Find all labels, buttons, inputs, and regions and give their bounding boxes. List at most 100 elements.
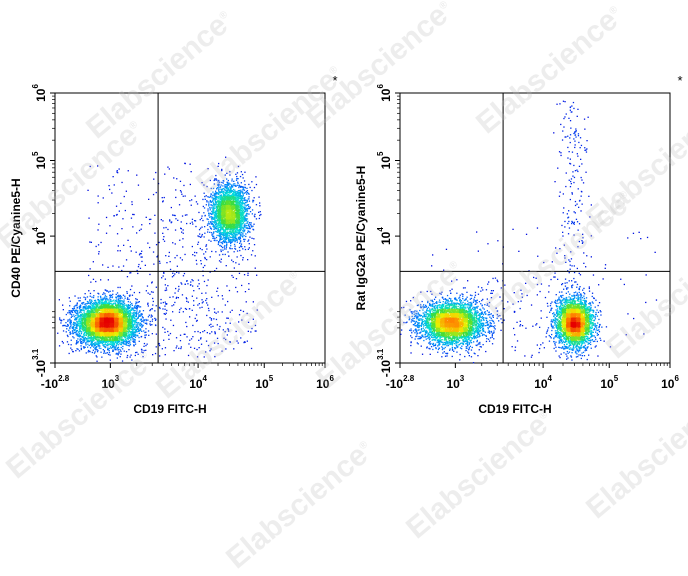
event-dot <box>163 196 165 199</box>
event-dot <box>234 184 236 187</box>
event-dot <box>129 306 132 308</box>
event-dot <box>73 307 76 309</box>
event-dot <box>90 343 92 345</box>
event-dot <box>211 213 213 215</box>
event-dot <box>242 177 244 179</box>
event-dot <box>237 193 240 195</box>
event-dot <box>82 346 85 348</box>
event-dot <box>92 334 94 336</box>
event-dot <box>93 352 96 354</box>
event-dot <box>121 338 123 340</box>
event-dot <box>218 205 220 207</box>
event-dot <box>235 220 237 223</box>
event-dot <box>218 254 221 256</box>
event-dot <box>82 303 84 305</box>
event-dot <box>89 339 91 341</box>
event-dot <box>218 241 220 243</box>
event-dot <box>76 312 78 314</box>
event-dot <box>217 295 219 297</box>
event-dot <box>100 351 102 353</box>
event-dot <box>98 223 100 225</box>
event-dot <box>180 228 182 230</box>
event-dot <box>240 228 242 231</box>
event-dot <box>86 313 88 315</box>
event-dot <box>225 338 227 341</box>
event-dot <box>216 186 219 189</box>
event-dot <box>84 308 86 310</box>
event-dot <box>83 341 85 343</box>
event-dot <box>154 214 156 216</box>
event-dot <box>235 200 237 202</box>
event-dot <box>235 215 237 217</box>
event-dot <box>200 343 203 345</box>
event-dot <box>123 310 125 313</box>
event-dot <box>108 307 110 309</box>
event-dot <box>120 343 122 346</box>
event-dot <box>183 333 185 335</box>
event-dot <box>136 269 138 272</box>
event-dot <box>77 315 79 317</box>
event-dot <box>181 283 183 285</box>
event-dot <box>141 316 143 318</box>
event-dot <box>73 321 75 324</box>
event-dot <box>249 231 251 233</box>
event-dot <box>237 204 239 206</box>
event-dot <box>232 230 234 232</box>
event-dot <box>144 334 146 336</box>
event-dot <box>122 348 124 350</box>
event-dot <box>189 308 191 310</box>
event-dot <box>220 232 222 235</box>
event-dot <box>241 220 244 222</box>
event-dot <box>152 251 155 253</box>
event-dot <box>225 248 227 250</box>
event-dot <box>86 306 88 308</box>
event-dot <box>237 213 239 215</box>
event-dot <box>239 205 242 207</box>
event-dot <box>218 199 220 201</box>
event-dot <box>244 223 246 225</box>
event-dot <box>218 211 220 214</box>
event-dot <box>240 337 242 339</box>
event-dot <box>87 351 89 353</box>
event-dot <box>71 311 74 314</box>
event-dot <box>105 298 107 300</box>
event-dot <box>126 310 128 312</box>
event-dot <box>89 329 92 332</box>
event-dot <box>242 189 244 191</box>
event-dot <box>221 231 223 234</box>
event-dot <box>225 226 228 228</box>
event-dot <box>237 200 239 202</box>
event-dot <box>109 341 112 343</box>
event-dot <box>249 206 251 208</box>
event-dot <box>117 295 119 297</box>
event-dot <box>99 306 101 308</box>
event-dot <box>213 216 216 218</box>
event-dot <box>205 204 207 206</box>
event-dot <box>104 289 106 291</box>
event-dot <box>251 237 253 239</box>
event-dot <box>249 227 251 230</box>
event-dot <box>158 306 161 309</box>
event-dot <box>252 199 254 201</box>
event-dot <box>90 336 93 338</box>
event-dot <box>106 338 108 340</box>
event-dot <box>133 307 135 309</box>
event-dot <box>162 326 164 329</box>
event-dot <box>226 183 228 185</box>
event-dot <box>102 197 104 199</box>
event-dot <box>129 324 131 326</box>
event-dot <box>92 334 94 337</box>
event-dot <box>151 320 153 322</box>
event-dot <box>226 236 228 238</box>
event-dot <box>165 226 167 229</box>
event-dot <box>204 264 206 267</box>
event-dot <box>108 335 110 338</box>
event-dot <box>228 226 230 228</box>
event-dot <box>245 301 247 303</box>
event-dot <box>109 188 111 191</box>
event-dot <box>234 233 236 235</box>
event-dot <box>215 223 217 225</box>
event-dot <box>132 341 135 343</box>
event-dot <box>124 332 126 334</box>
event-dot <box>76 305 78 307</box>
